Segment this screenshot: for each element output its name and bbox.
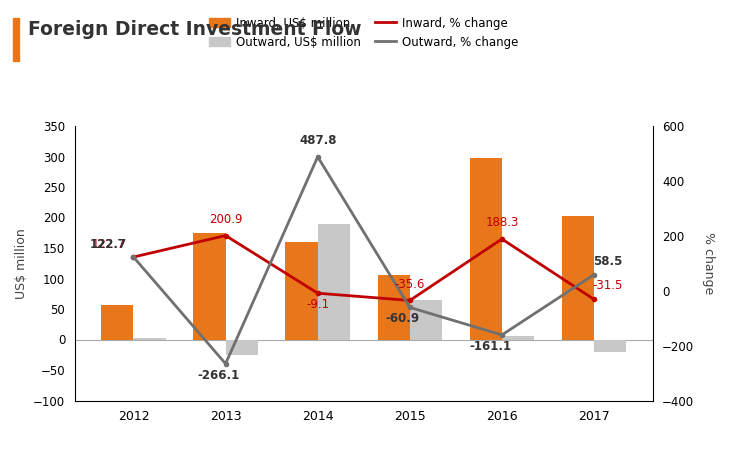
Bar bbox=[410, 300, 442, 339]
Text: -161.1: -161.1 bbox=[470, 340, 512, 353]
Text: 122.7: 122.7 bbox=[92, 238, 125, 252]
Text: -31.5: -31.5 bbox=[592, 279, 623, 292]
Bar bbox=[594, 339, 626, 352]
Bar bbox=[226, 339, 258, 355]
Y-axis label: % change: % change bbox=[702, 232, 715, 294]
Bar bbox=[470, 158, 502, 339]
Text: 122.7: 122.7 bbox=[90, 238, 127, 252]
Bar bbox=[194, 233, 226, 339]
Text: -266.1: -266.1 bbox=[197, 369, 240, 382]
Text: -35.6: -35.6 bbox=[394, 278, 425, 291]
Bar bbox=[286, 242, 318, 339]
Bar bbox=[318, 224, 350, 339]
Text: -60.9: -60.9 bbox=[386, 312, 420, 325]
Text: 58.5: 58.5 bbox=[593, 255, 622, 268]
Bar bbox=[101, 305, 134, 339]
Bar bbox=[502, 337, 534, 339]
Bar bbox=[562, 216, 594, 339]
Text: Foreign Direct Investment Flow: Foreign Direct Investment Flow bbox=[28, 20, 362, 39]
Text: 188.3: 188.3 bbox=[485, 216, 518, 230]
Text: -9.1: -9.1 bbox=[306, 298, 329, 311]
Bar bbox=[134, 338, 166, 339]
Text: 487.8: 487.8 bbox=[299, 134, 337, 147]
Legend: Inward, US$ million, Outward, US$ million, Inward, % change, Outward, % change: Inward, US$ million, Outward, US$ millio… bbox=[209, 17, 518, 49]
Text: 200.9: 200.9 bbox=[209, 213, 242, 226]
Bar bbox=[377, 275, 410, 339]
Y-axis label: US$ million: US$ million bbox=[14, 228, 28, 299]
